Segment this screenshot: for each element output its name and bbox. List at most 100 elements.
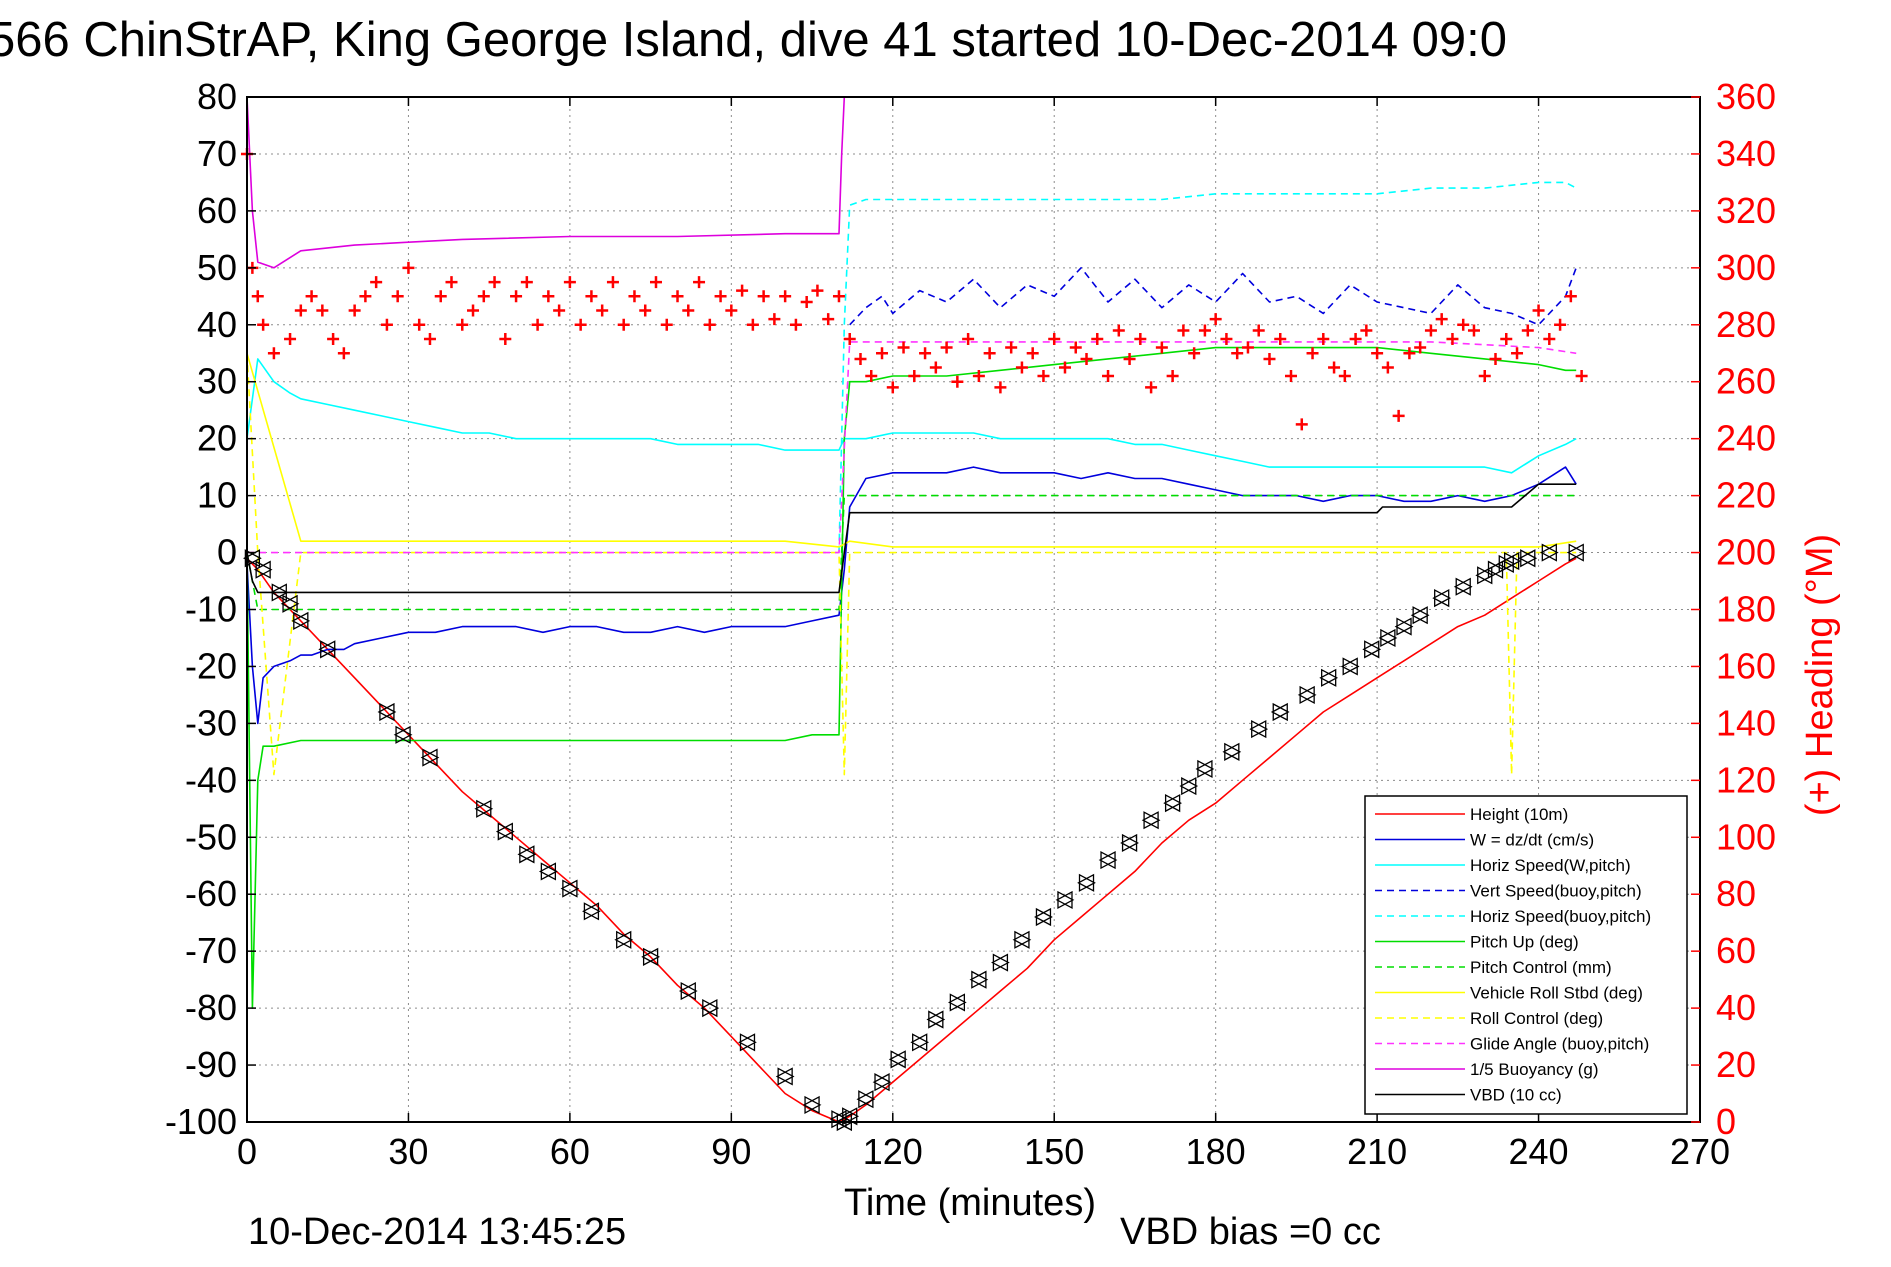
heading-point <box>779 290 792 303</box>
depth-markers <box>242 543 1586 1132</box>
y-tick-label: -10 <box>185 589 237 630</box>
depth-marker <box>858 1090 876 1109</box>
series-line-height-10m <box>246 557 1577 1123</box>
depth-marker <box>777 1067 795 1086</box>
heading-point <box>1252 324 1265 337</box>
chart-title: 566 ChinStrAP, King George Island, dive … <box>0 13 1507 67</box>
heading-point <box>843 333 856 346</box>
heading-point <box>1005 341 1018 354</box>
depth-marker <box>1412 606 1430 625</box>
series-line-1-5-buoyancy-g <box>246 96 846 269</box>
heading-point <box>531 318 544 331</box>
depth-marker <box>476 799 494 818</box>
y-tick-label: -90 <box>185 1044 237 1085</box>
heading-point <box>1274 333 1287 346</box>
y-tick-label: -80 <box>185 987 237 1028</box>
heading-point <box>1414 341 1427 354</box>
heading-point <box>1392 409 1405 422</box>
heading-point <box>337 347 350 360</box>
heading-point <box>563 276 576 289</box>
y-tick-label: -50 <box>185 816 237 857</box>
x-tick-label: 210 <box>1347 1131 1407 1172</box>
depth-marker <box>1396 617 1414 636</box>
y-tick-label: 40 <box>197 304 237 345</box>
heading-point <box>445 276 458 289</box>
heading-point <box>585 290 598 303</box>
heading-point <box>1317 333 1330 346</box>
depth-marker <box>1181 776 1199 796</box>
heading-tick-label: 160 <box>1716 645 1776 686</box>
heading-point <box>520 276 533 289</box>
heading-point <box>1554 318 1567 331</box>
depth-marker <box>1272 702 1290 722</box>
heading-point <box>1500 333 1513 346</box>
heading-point <box>499 333 512 346</box>
heading-point <box>553 304 566 317</box>
heading-point <box>1564 290 1577 303</box>
heading-point <box>1349 333 1362 346</box>
heading-tick-label: 260 <box>1716 361 1776 402</box>
heading-point <box>1263 352 1276 365</box>
depth-marker <box>912 1033 930 1052</box>
heading-point <box>1328 361 1341 374</box>
depth-marker <box>244 549 262 568</box>
heading-tick-label: 340 <box>1716 133 1776 174</box>
heading-tick-label: 240 <box>1716 418 1776 459</box>
heading-point <box>736 284 749 297</box>
heading-point <box>1037 370 1050 383</box>
heading-point <box>359 290 372 303</box>
depth-marker <box>739 1033 757 1052</box>
depth-marker <box>842 1107 860 1126</box>
depth-marker <box>282 594 300 613</box>
y-axis-ticks: -100-90-80-70-60-50-40-30-20-10010203040… <box>165 76 256 1142</box>
heading-point <box>682 304 695 317</box>
series-line-vehicle-roll-stbd-deg <box>246 353 1577 548</box>
heading-point <box>886 381 899 394</box>
legend-item-label: Horiz Speed(W,pitch) <box>1470 856 1631 875</box>
heading-point <box>929 361 942 374</box>
series-horiz-speed-w-pitch <box>246 358 1577 474</box>
legend-item-label: Height (10m) <box>1470 805 1568 824</box>
depth-marker <box>1321 668 1339 687</box>
heading-tick-label: 120 <box>1716 759 1776 800</box>
legend-item-label: VBD (10 cc) <box>1470 1086 1562 1105</box>
heading-point <box>1123 352 1136 365</box>
heading-point <box>1511 347 1524 360</box>
series-1-5-buoyancy-g <box>246 96 846 269</box>
heading-point <box>1102 370 1115 383</box>
heading-point <box>348 304 361 317</box>
heading-point <box>1435 313 1448 326</box>
legend-item-label: Roll Control (deg) <box>1470 1009 1603 1028</box>
heading-point <box>1177 324 1190 337</box>
heading-point <box>1285 370 1298 383</box>
depth-marker <box>1299 685 1317 705</box>
series-height-10m <box>246 557 1577 1123</box>
heading-point <box>1058 361 1071 374</box>
heading-point <box>1295 418 1308 431</box>
depth-marker <box>255 560 273 579</box>
heading-point <box>542 290 555 303</box>
y-tick-label: -40 <box>185 759 237 800</box>
heading-point <box>488 276 501 289</box>
x-axis-label: Time (minutes) <box>844 1182 1096 1224</box>
heading-point <box>1048 333 1061 346</box>
heading-point <box>596 304 609 317</box>
y-tick-label: -30 <box>185 702 237 743</box>
depth-marker <box>293 611 311 630</box>
heading-point <box>1521 324 1534 337</box>
heading-tick-label: 20 <box>1716 1044 1756 1085</box>
y-tick-label: 60 <box>197 190 237 231</box>
heading-point <box>1188 347 1201 360</box>
heading-point <box>1543 333 1556 346</box>
x-tick-label: 60 <box>550 1131 590 1172</box>
depth-marker <box>616 930 634 949</box>
depth-marker <box>1164 794 1182 813</box>
heading-tick-label: 80 <box>1716 873 1756 914</box>
depth-marker <box>1057 890 1075 910</box>
heading-point <box>693 276 706 289</box>
heading-point <box>467 304 480 317</box>
heading-point <box>1145 381 1158 394</box>
heading-point <box>1446 333 1459 346</box>
depth-marker <box>1520 549 1538 568</box>
depth-marker <box>519 845 537 864</box>
